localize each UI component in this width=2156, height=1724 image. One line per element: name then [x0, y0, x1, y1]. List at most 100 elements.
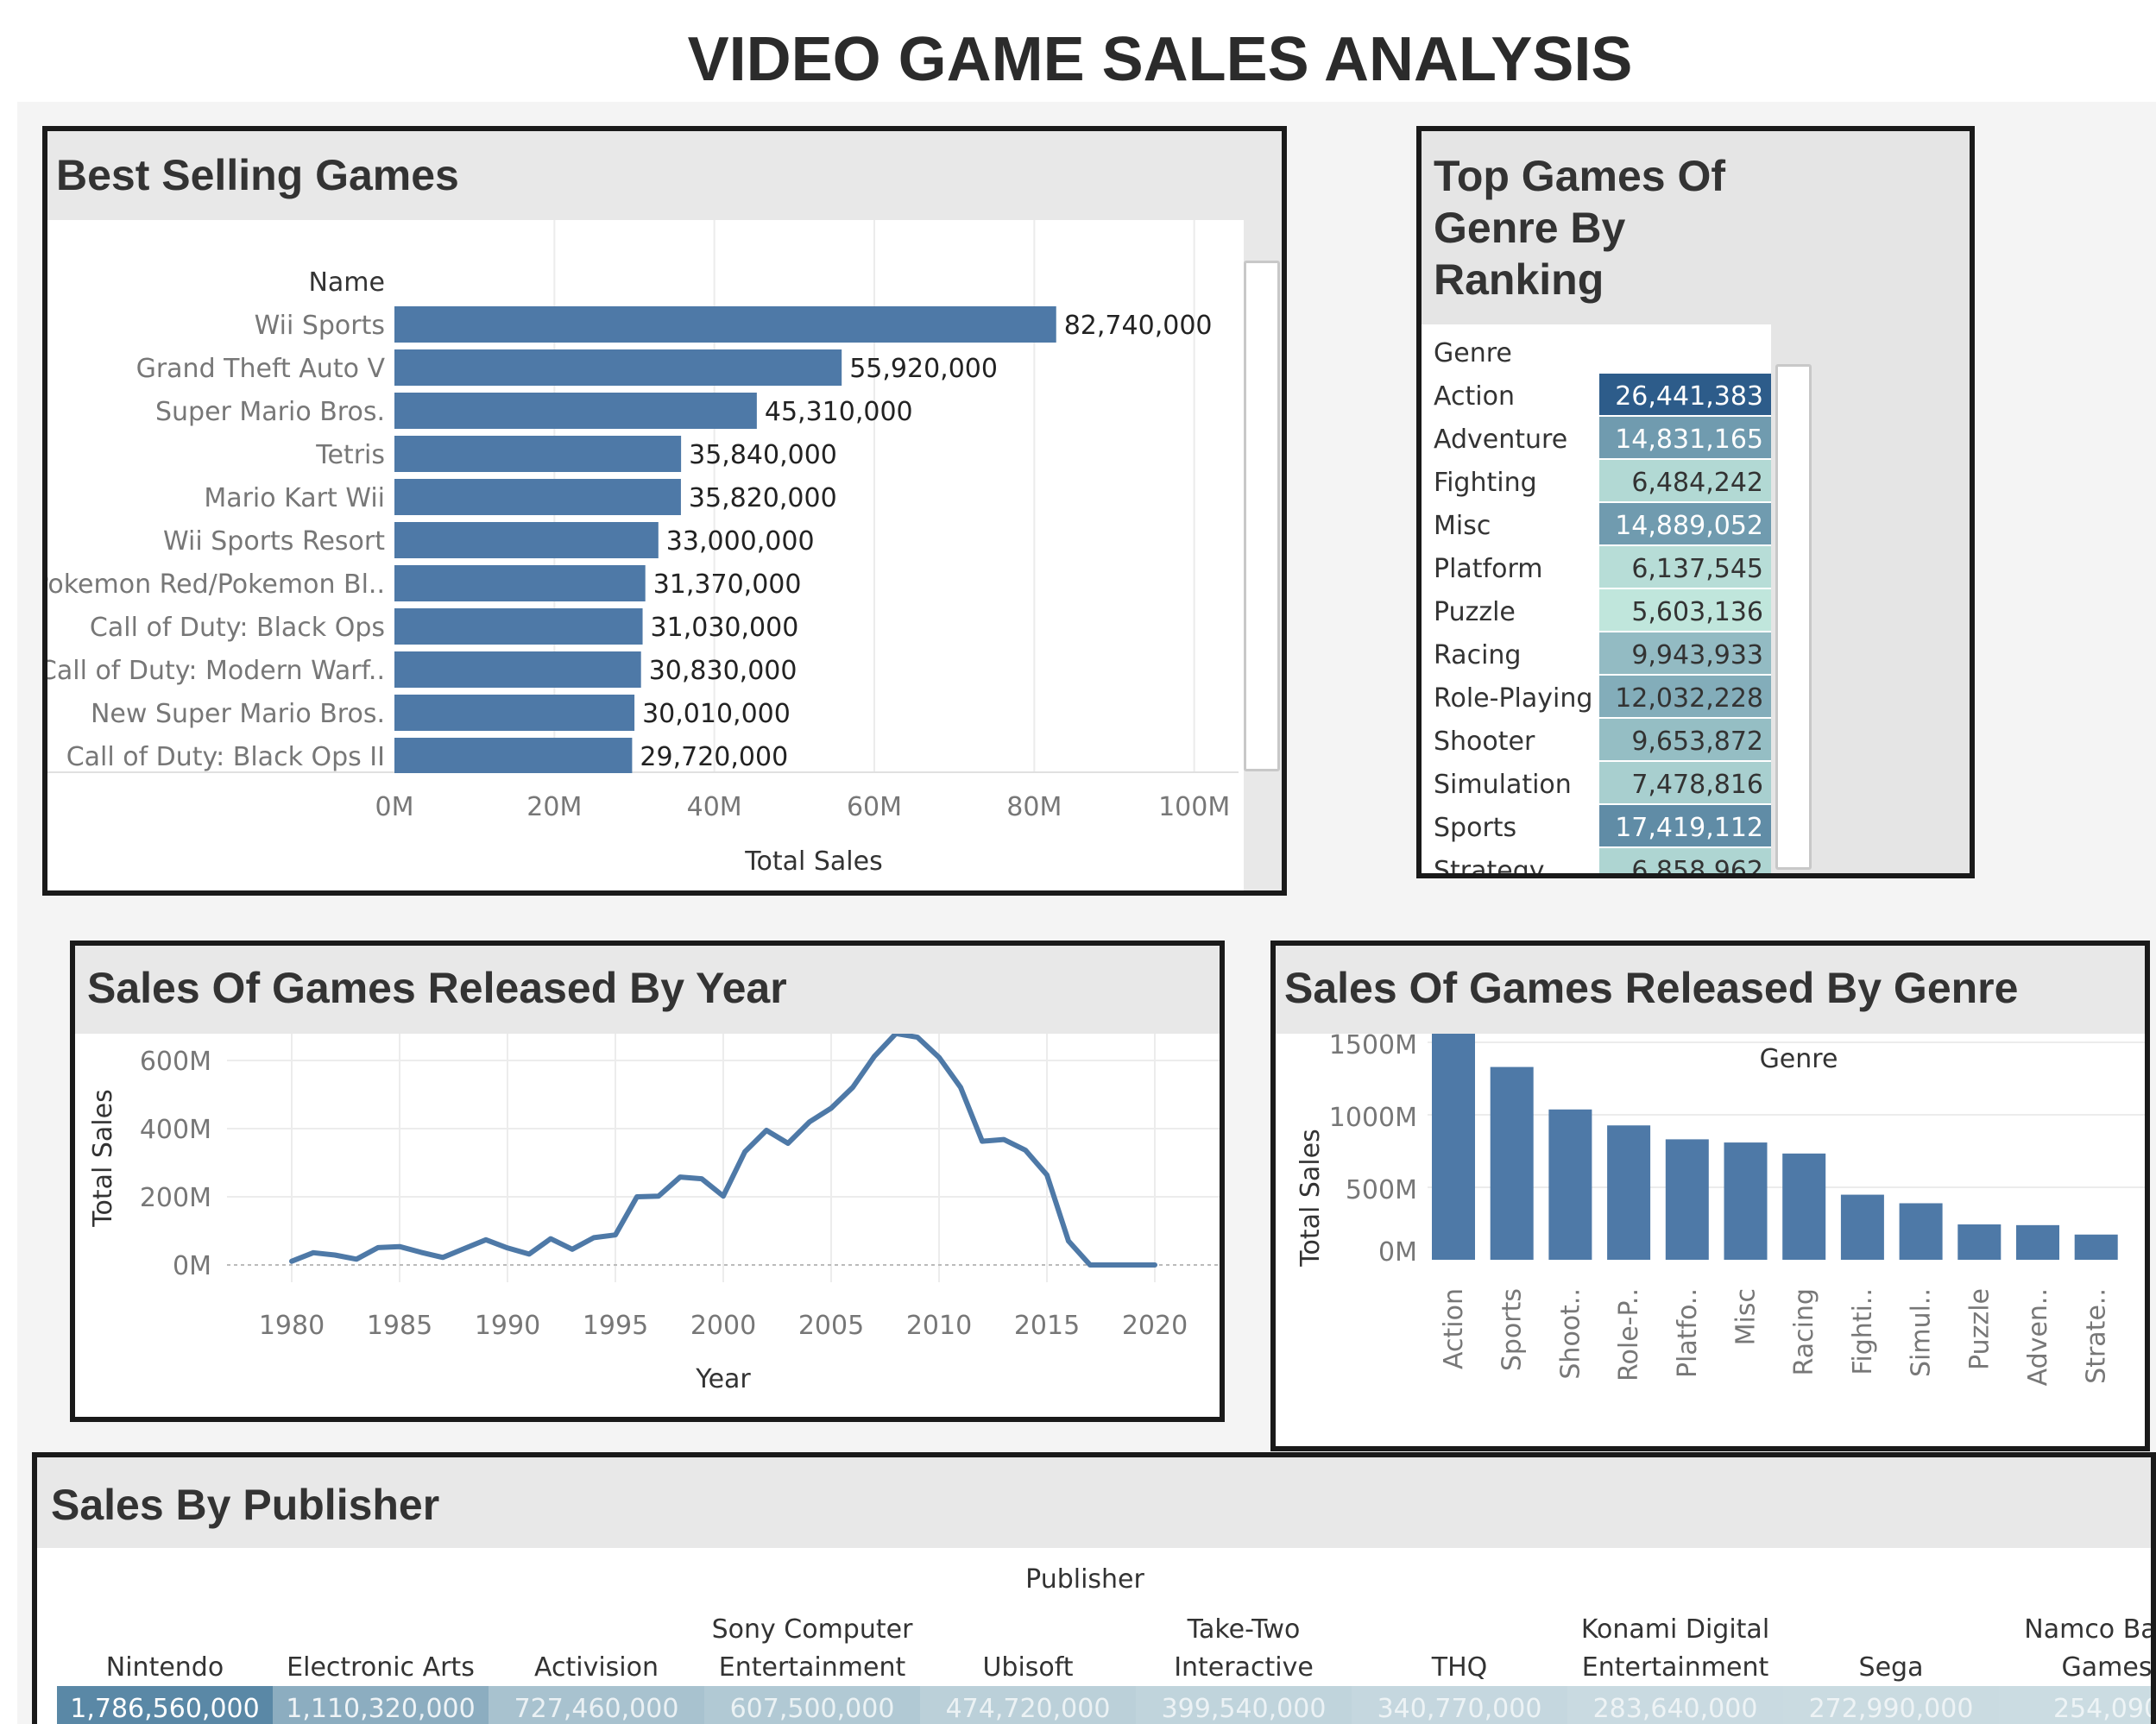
heat-cell	[489, 1686, 704, 1724]
genre-label: Sports	[1434, 813, 1516, 843]
data-label: 33,000,000	[666, 526, 815, 557]
dimension-label: Name	[308, 267, 385, 298]
cell-value: 272,990,000	[1809, 1694, 1974, 1724]
x-tick-label: 80M	[1006, 792, 1062, 822]
bar	[394, 738, 633, 773]
heat-cell	[1599, 417, 1771, 458]
x-tick-label: 2005	[798, 1311, 864, 1341]
x-tick-label: 1980	[259, 1311, 325, 1341]
bar	[1432, 1034, 1475, 1260]
table-header: Genre	[1434, 338, 1512, 368]
publisher-label: Entertainment	[719, 1652, 906, 1683]
cell-value: 6,484,242	[1631, 468, 1763, 498]
category-label: Wii Play	[283, 785, 385, 815]
heat-cell	[1599, 503, 1771, 544]
vertical-scrollbar[interactable]	[1244, 261, 1280, 771]
cell-value: 727,460,000	[514, 1694, 679, 1724]
heat-cell	[1599, 632, 1771, 674]
cell-value: 474,720,000	[946, 1694, 1111, 1724]
panel-title: Sales Of Games Released By Genre	[1284, 964, 2019, 1012]
category-label: Misc	[1731, 1288, 1762, 1345]
category-label: Call of Duty: Black Ops	[90, 613, 385, 643]
x-tick-label: 1995	[583, 1311, 648, 1341]
bar	[2074, 1234, 2118, 1260]
bar	[394, 565, 646, 601]
cell-value: 17,419,112	[1615, 813, 1763, 843]
heat-cell	[1599, 676, 1771, 717]
data-label: 29,720,000	[640, 742, 788, 772]
heat-cell	[1567, 1686, 1783, 1724]
data-label: 30,830,000	[649, 656, 797, 686]
genre-label: Shooter	[1434, 727, 1535, 757]
x-tick-label: 0M	[375, 792, 414, 822]
vertical-scrollbar[interactable]	[1775, 364, 1812, 870]
heat-cell	[1599, 805, 1771, 846]
publisher-label: Take-Two	[1187, 1614, 1301, 1645]
heat-cell	[704, 1686, 920, 1724]
category-label: Wii Sports Resort	[163, 526, 385, 557]
genre-ranking-table: Genre Action 26,441,383 Adventure 14,831,165…	[1434, 338, 1771, 878]
data-label: 35,820,000	[689, 483, 837, 513]
dimension-label: Genre	[1760, 1044, 1838, 1074]
publisher-label: Nintendo	[106, 1652, 224, 1683]
publisher-label: Activision	[534, 1652, 659, 1683]
series-line	[289, 1034, 1157, 1268]
publisher-label: Games	[2062, 1652, 2153, 1683]
bar	[394, 651, 641, 688]
publisher-label: Entertainment	[1582, 1652, 1769, 1683]
category-label: Adven..	[2023, 1288, 2053, 1386]
data-label: 31,030,000	[651, 613, 799, 643]
cell-value: 9,653,872	[1631, 727, 1763, 757]
category-label: Call of Duty: Modern Warf..	[47, 656, 385, 686]
category-label: Shoot..	[1555, 1288, 1585, 1380]
heat-cell	[920, 1686, 1136, 1724]
bar	[1840, 1194, 1884, 1260]
bar	[394, 306, 1056, 343]
genre-label: Fighting	[1434, 468, 1537, 498]
bar	[1899, 1203, 1943, 1260]
bar	[1957, 1224, 2002, 1260]
y-tick-label: 200M	[140, 1183, 211, 1213]
category-label: Platfo..	[1673, 1288, 1703, 1378]
bar	[1607, 1125, 1651, 1260]
panel-header: Sales By Publisher	[37, 1457, 2151, 1548]
cell-value: 1,786,560,000	[70, 1694, 259, 1724]
bar	[1665, 1139, 1709, 1260]
data-label: 30,010,000	[642, 699, 791, 729]
publisher-label: Interactive	[1174, 1652, 1314, 1683]
heat-cell	[1783, 1686, 1999, 1724]
genre-label: Misc	[1434, 511, 1491, 541]
bar	[394, 781, 627, 817]
panel-header: Sales Of Games Released By Year	[75, 946, 1220, 1034]
publisher-label: Ubisoft	[982, 1652, 1073, 1683]
cell-value: 254,090	[2053, 1694, 2156, 1724]
category-label: Sports	[1497, 1288, 1528, 1371]
x-tick-label: 100M	[1158, 792, 1230, 822]
genre-label: Strategy	[1434, 856, 1545, 878]
panel-title: Best Selling Games	[56, 151, 459, 199]
data-label: 31,370,000	[653, 569, 802, 600]
cell-value: 9,943,933	[1631, 640, 1763, 670]
category-label: Mario Kart Wii	[204, 483, 385, 513]
genre-label: Action	[1434, 381, 1515, 412]
title-line: Top Games Of	[1434, 152, 1726, 200]
panel-title: Sales Of Games Released By Year	[87, 964, 787, 1012]
title-line: Genre By	[1434, 204, 1626, 252]
genre-label: Puzzle	[1434, 597, 1516, 627]
bar	[394, 479, 681, 515]
heat-cell	[1136, 1686, 1352, 1724]
top-genre-panel: Top Games Of Genre By Ranking Genre Actio…	[1416, 126, 1975, 878]
bar	[394, 436, 682, 472]
panel-title: Top Games Of Genre By Ranking	[1434, 150, 1725, 305]
cell-value: 340,770,000	[1377, 1694, 1542, 1724]
data-label: 55,920,000	[849, 354, 998, 384]
category-label: Action	[1439, 1288, 1469, 1369]
category-label: Puzzle	[1964, 1288, 1995, 1370]
cell-value: 12,032,228	[1615, 683, 1763, 714]
heat-cell	[1352, 1686, 1567, 1724]
x-tick-label: 60M	[847, 792, 902, 822]
publisher-label: Konami Digital	[1581, 1614, 1769, 1645]
heat-cell	[1599, 460, 1771, 501]
x-tick-label: 2010	[906, 1311, 972, 1341]
best-selling-games-panel: Best Selling Games 0M 20M 40M 60M 80M 100M Nam…	[42, 126, 1287, 896]
